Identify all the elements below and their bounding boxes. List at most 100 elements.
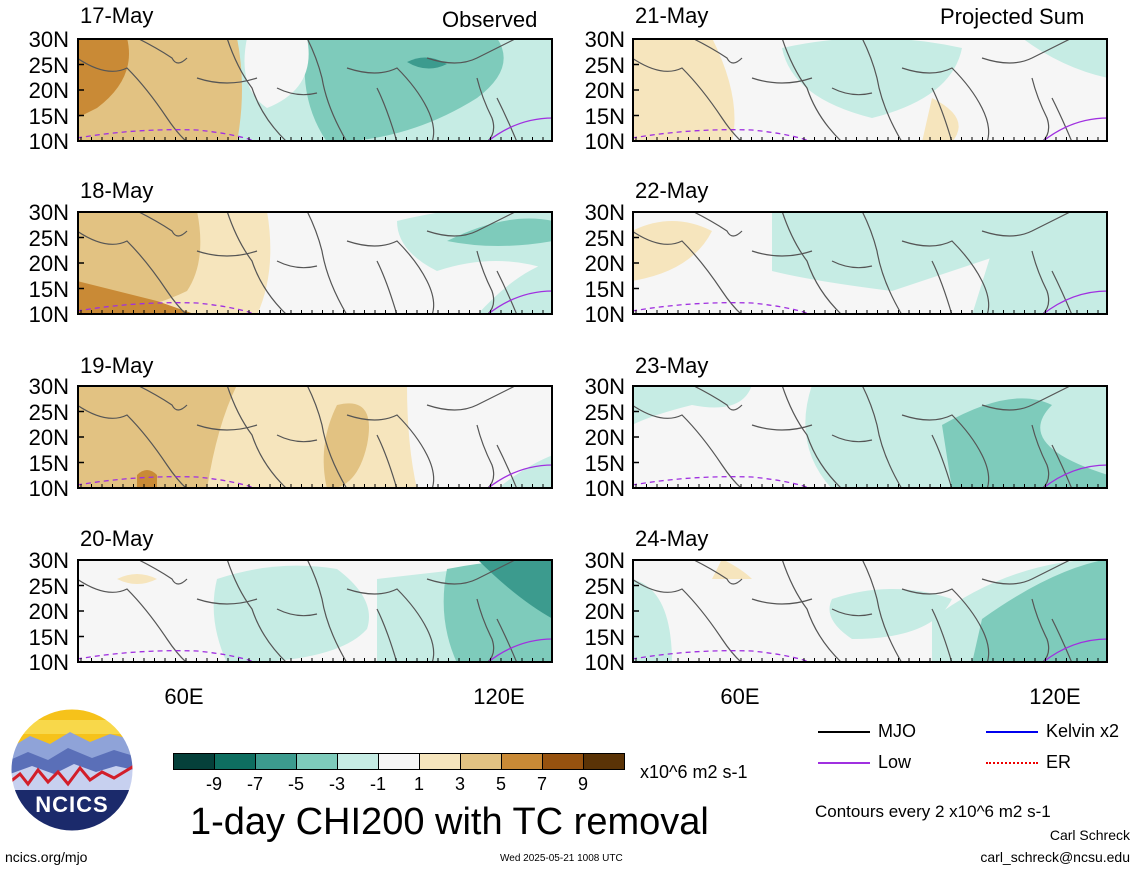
coastline — [346, 588, 435, 663]
coastline — [981, 38, 1073, 64]
lat-label: 10N — [28, 302, 69, 327]
coastline — [226, 211, 288, 315]
map-panel-p21 — [632, 38, 1108, 142]
coastline — [476, 598, 495, 663]
lat-label: 20N — [28, 78, 69, 103]
lat-label: 30N — [28, 200, 69, 225]
coastline — [931, 87, 953, 142]
timestamp: Wed 2025-05-21 1008 UTC — [500, 853, 623, 864]
coastline — [376, 260, 398, 315]
map-panel-p18 — [77, 211, 553, 315]
coastline — [751, 598, 813, 605]
coastline — [226, 385, 288, 489]
lat-label: 10N — [584, 129, 625, 154]
coastline — [136, 559, 188, 585]
shade-region — [632, 221, 712, 281]
colorbar-swatch — [337, 753, 379, 770]
shade-region — [782, 38, 962, 118]
coastline — [632, 578, 743, 663]
shade-region — [244, 38, 309, 108]
shade-region — [477, 261, 553, 315]
low-contour — [486, 290, 553, 315]
coastline — [691, 559, 743, 585]
map-panel-p17 — [77, 38, 553, 142]
panel-date-p18: 18-May — [80, 178, 154, 203]
panel-date-p20: 20-May — [80, 526, 154, 551]
map-svg-p21 — [632, 38, 1108, 142]
chart-title: 1-day CHI200 with TC removal — [190, 801, 709, 843]
coastline — [426, 385, 518, 411]
colorbar-units: x10^6 m2 s-1 — [640, 762, 748, 782]
lat-label: 15N — [28, 624, 69, 650]
coastline — [781, 385, 843, 489]
shade-region — [497, 455, 553, 489]
shade-region — [117, 574, 157, 584]
lat-label: 10N — [28, 476, 69, 501]
shade-region — [972, 559, 1108, 663]
lat-label: 15N — [584, 450, 625, 476]
colorbar-swatch — [460, 753, 502, 770]
colorbar-label: -1 — [369, 774, 386, 794]
coastline — [306, 211, 348, 315]
panel-date-p24: 24-May — [635, 526, 709, 551]
projected-header: Projected Sum — [940, 4, 1085, 29]
coastline — [632, 230, 743, 315]
panel-date-p17: 17-May — [80, 3, 154, 28]
lon-label-120e-left: 120E — [473, 684, 525, 709]
lat-label: 25N — [28, 225, 69, 251]
coastline — [476, 77, 495, 142]
lat-label: 10N — [584, 302, 625, 327]
lat-label: 20N — [28, 425, 69, 450]
shade-region — [304, 38, 504, 142]
coastline — [901, 588, 990, 663]
coastline — [136, 38, 188, 64]
shade-region — [942, 398, 1108, 489]
site-link[interactable]: ncics.org/mjo — [5, 849, 88, 865]
coastline — [426, 38, 518, 64]
coastline — [77, 57, 188, 142]
coastline — [276, 608, 318, 617]
low-contour-dashed — [77, 129, 258, 142]
coastline — [196, 250, 258, 257]
coastline — [496, 444, 518, 489]
lat-label: 30N — [584, 27, 625, 52]
map-svg-p22 — [632, 211, 1108, 315]
shade-region — [632, 579, 672, 663]
coastline — [981, 385, 1073, 411]
map-svg-p23 — [632, 385, 1108, 489]
low-contour — [1041, 464, 1108, 489]
colorbar-swatch — [501, 753, 543, 770]
shade-region — [972, 241, 1108, 315]
colorbar-label: -5 — [287, 774, 304, 794]
observed-header: Observed — [442, 7, 538, 32]
lat-label: 15N — [584, 624, 625, 650]
author-name: Carl Schreck — [1049, 827, 1130, 843]
coastline — [476, 424, 495, 489]
coastline — [981, 211, 1073, 237]
low-contour — [486, 464, 553, 489]
coastline — [1051, 444, 1073, 489]
coastline — [691, 211, 743, 237]
colorbar-swatch — [214, 753, 256, 770]
colorbar-swatch — [542, 753, 584, 770]
coastline — [831, 434, 873, 443]
lat-label: 30N — [584, 374, 625, 399]
coastline — [276, 87, 318, 96]
legend-er-line — [986, 762, 1038, 764]
colorbar-swatch — [583, 753, 625, 770]
lat-label: 25N — [584, 225, 625, 251]
author-email[interactable]: carl_schreck@ncsu.edu — [980, 849, 1130, 865]
colorbar-label: 9 — [577, 774, 588, 794]
coastline — [691, 385, 743, 411]
coastline — [376, 608, 398, 663]
coastline — [632, 404, 743, 489]
shade-region — [922, 98, 959, 142]
shade-region — [632, 38, 735, 142]
coastline — [901, 67, 990, 142]
map-svg-p18 — [77, 211, 553, 315]
lat-label: 10N — [584, 476, 625, 501]
ncics-logo: NCICS — [10, 708, 134, 832]
logo-text: NCICS — [35, 792, 109, 817]
coastline — [831, 260, 873, 269]
colorbar-label: 7 — [536, 774, 547, 794]
